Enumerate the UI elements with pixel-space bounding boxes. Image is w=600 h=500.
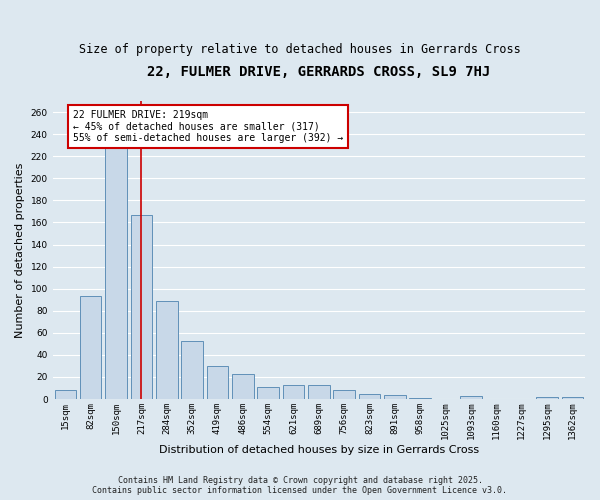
Bar <box>562 397 583 399</box>
Bar <box>257 387 279 399</box>
Bar <box>181 340 203 399</box>
Bar <box>55 390 76 399</box>
Bar <box>80 296 101 399</box>
Text: 22 FULMER DRIVE: 219sqm
← 45% of detached houses are smaller (317)
55% of semi-d: 22 FULMER DRIVE: 219sqm ← 45% of detache… <box>73 110 343 143</box>
Bar <box>409 398 431 399</box>
Bar <box>359 394 380 399</box>
Y-axis label: Number of detached properties: Number of detached properties <box>15 162 25 338</box>
Bar <box>384 394 406 399</box>
Bar <box>536 397 558 399</box>
Bar <box>105 148 127 399</box>
Bar <box>460 396 482 399</box>
Bar <box>232 374 254 399</box>
Bar <box>206 366 228 399</box>
Text: Contains HM Land Registry data © Crown copyright and database right 2025.
Contai: Contains HM Land Registry data © Crown c… <box>92 476 508 495</box>
Bar <box>156 301 178 399</box>
Bar <box>283 384 304 399</box>
Title: 22, FULMER DRIVE, GERRARDS CROSS, SL9 7HJ: 22, FULMER DRIVE, GERRARDS CROSS, SL9 7H… <box>147 65 491 79</box>
Bar <box>308 384 329 399</box>
X-axis label: Distribution of detached houses by size in Gerrards Cross: Distribution of detached houses by size … <box>159 445 479 455</box>
Text: Size of property relative to detached houses in Gerrards Cross: Size of property relative to detached ho… <box>79 42 521 56</box>
Bar <box>334 390 355 399</box>
Bar <box>131 214 152 399</box>
